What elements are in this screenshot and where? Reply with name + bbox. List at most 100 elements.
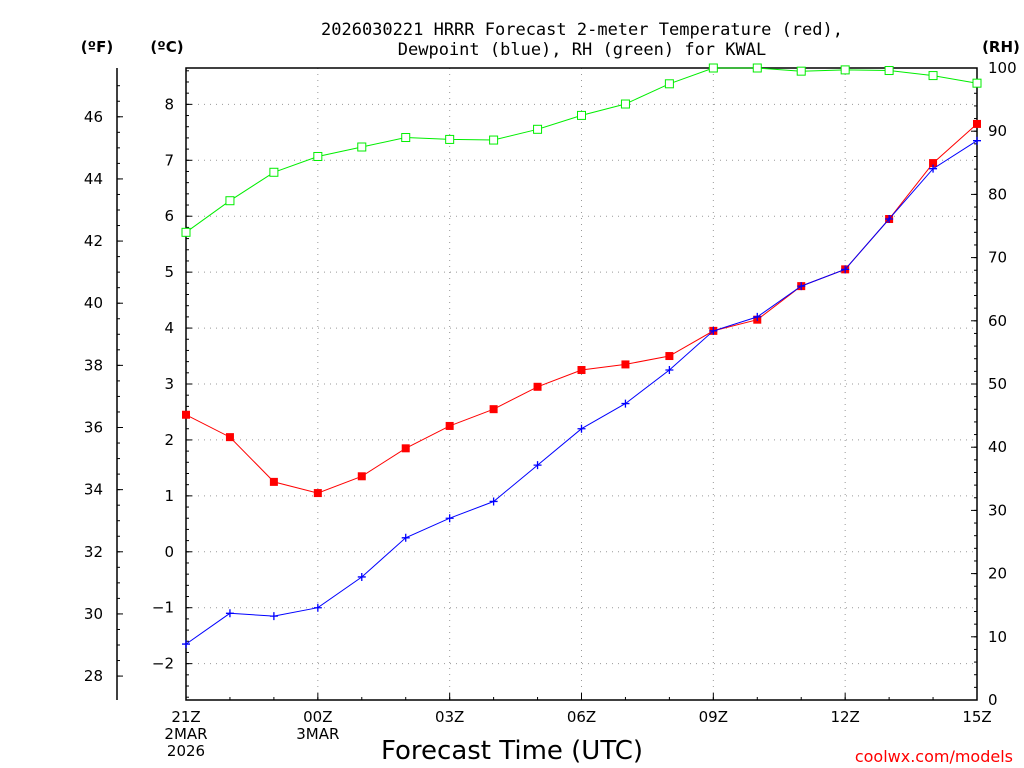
temperature-point <box>313 489 322 498</box>
rh-point <box>313 151 323 161</box>
celsius-tick-label: 5 <box>164 263 174 281</box>
rh-point <box>796 66 806 76</box>
x-tick-label: 3MAR <box>296 725 339 743</box>
dewpoint-point <box>269 612 278 621</box>
temperature-point <box>357 472 366 481</box>
dewpoint-point <box>973 136 981 145</box>
temperature-point <box>269 477 278 486</box>
dewpoint-point <box>445 514 454 523</box>
celsius-tick-label: 6 <box>164 207 174 225</box>
rh-tick-label: 40 <box>988 438 1007 456</box>
x-tick-label: 15Z <box>962 708 991 726</box>
rh-point <box>489 135 499 145</box>
dewpoint-point <box>753 312 762 321</box>
rh-point <box>928 71 938 81</box>
data-series <box>181 63 982 649</box>
dewpoint-point <box>621 399 630 408</box>
celsius-tick-label: −1 <box>152 599 174 617</box>
fahrenheit-tick-label: 36 <box>84 419 103 437</box>
rh-tick-label: 20 <box>988 565 1007 583</box>
dewpoint-point <box>885 215 894 224</box>
dewpoint-point <box>577 424 586 433</box>
celsius-tick-label: −2 <box>152 655 174 673</box>
x-tick-label: 00Z <box>303 708 332 726</box>
dewpoint-point <box>489 497 498 506</box>
temperature-point <box>621 360 630 369</box>
temperature-point <box>182 410 190 419</box>
fahrenheit-tick-label: 32 <box>84 543 103 561</box>
rh-tick-label: 80 <box>988 185 1007 203</box>
rh-point <box>752 63 762 73</box>
rh-point <box>840 65 850 75</box>
temperature-point <box>225 433 234 442</box>
rh-unit-label: (RH) <box>982 38 1020 56</box>
fahrenheit-tick-label: 34 <box>84 481 103 499</box>
dewpoint-point <box>313 603 322 612</box>
fahrenheit-tick-label: 28 <box>84 667 103 685</box>
dewpoint-point <box>929 164 938 173</box>
rh-point <box>401 133 411 143</box>
fahrenheit-tick-label: 44 <box>84 170 103 188</box>
temperature-point <box>929 159 938 168</box>
celsius-tick-label: 3 <box>164 375 174 393</box>
x-axis-label: Forecast Time (UTC) <box>381 736 643 766</box>
axes: −2−1012345678283032343638404244460102030… <box>84 59 1017 760</box>
dewpoint-point <box>709 326 718 335</box>
fahrenheit-tick-label: 40 <box>84 294 103 312</box>
rh-point <box>620 99 630 109</box>
temperature-point <box>401 444 410 453</box>
x-tick-label: 09Z <box>699 708 728 726</box>
x-tick-label: 21Z <box>171 708 200 726</box>
temperature-point <box>665 352 674 361</box>
fahrenheit-tick-label: 38 <box>84 356 103 374</box>
rh-tick-label: 70 <box>988 249 1007 267</box>
rh-point <box>225 196 235 206</box>
rh-point <box>708 63 718 73</box>
x-tick-label: 12Z <box>830 708 859 726</box>
fahrenheit-tick-label: 46 <box>84 108 103 126</box>
dewpoint-point <box>225 609 234 618</box>
gridlines <box>186 68 977 700</box>
dewpoint-point <box>841 265 850 274</box>
x-tick-label: 03Z <box>435 708 464 726</box>
celsius-tick-label: 8 <box>164 95 174 113</box>
rh-point <box>181 227 191 237</box>
rh-tick-label: 10 <box>988 628 1007 646</box>
credit-text: coolwx.com/models <box>855 747 1013 766</box>
celsius-tick-label: 0 <box>164 543 174 561</box>
rh-point <box>577 110 586 120</box>
rh-point <box>533 124 543 134</box>
temperature-point <box>445 421 454 430</box>
rh-point <box>269 167 279 177</box>
celsius-tick-label: 4 <box>164 319 174 337</box>
celsius-tick-label: 2 <box>164 431 174 449</box>
temperature-point <box>533 382 542 391</box>
rh-point <box>357 142 367 152</box>
fahrenheit-tick-label: 30 <box>84 605 103 623</box>
dewpoint-point <box>182 640 190 649</box>
celsius-unit-label: (ºC) <box>150 38 183 56</box>
rh-tick-label: 50 <box>988 375 1007 393</box>
temperature-point <box>489 405 498 414</box>
rh-tick-label: 0 <box>988 691 998 709</box>
celsius-tick-label: 7 <box>164 151 174 169</box>
chart-title-line-1: 2026030221 HRRR Forecast 2-meter Tempera… <box>321 20 843 40</box>
dewpoint-point <box>665 366 674 375</box>
rh-point <box>664 79 674 89</box>
chart-title-line-2: Dewpoint (blue), RH (green) for KWAL <box>398 40 766 60</box>
x-tick-label: 2MAR <box>164 725 207 743</box>
rh-tick-label: 60 <box>988 312 1007 330</box>
fahrenheit-unit-label: (ºF) <box>81 38 113 56</box>
rh-tick-label: 90 <box>988 122 1007 140</box>
rh-tick-label: 100 <box>988 59 1017 77</box>
dewpoint-point <box>533 461 542 470</box>
rh-point <box>972 78 982 88</box>
rh-point <box>445 134 455 144</box>
x-tick-label: 2026 <box>167 742 205 760</box>
fahrenheit-tick-label: 42 <box>84 232 103 250</box>
dewpoint-point <box>797 282 806 291</box>
rh-tick-label: 30 <box>988 501 1007 519</box>
temperature-point <box>973 119 981 128</box>
celsius-tick-label: 1 <box>164 487 174 505</box>
